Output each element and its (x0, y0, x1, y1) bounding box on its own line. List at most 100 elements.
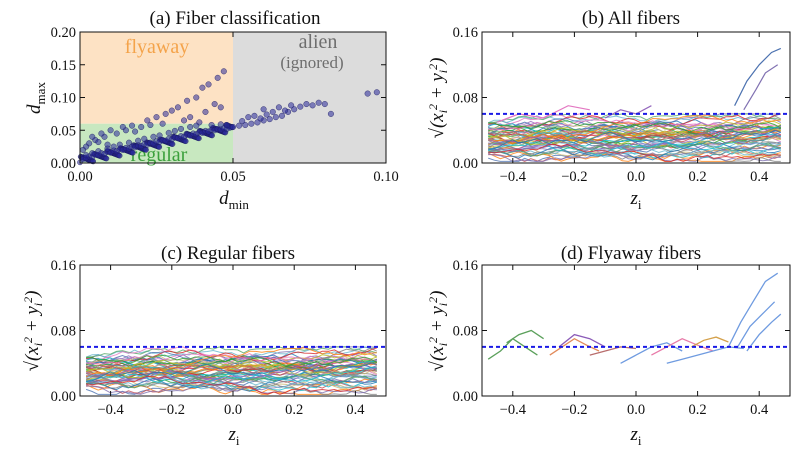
scatter-point (119, 123, 126, 130)
fiber-line (488, 128, 781, 145)
scatter-point (187, 114, 194, 121)
fiber-line (86, 362, 377, 382)
y-tick-label: 0.00 (51, 389, 76, 405)
flyaway-fiber-line (604, 105, 652, 119)
y-tick-label: 0.16 (453, 25, 478, 41)
scatter-point (254, 119, 261, 126)
panel-a: (a) Fiber classification flyaway regular… (24, 8, 399, 212)
panel-a-ticks: 0.00 0.05 0.10 0.00 0.05 0.10 0.15 0.20 (51, 25, 399, 185)
panel-c: (c) Regular fibers −0.4 −0.2 0.0 0.2 0.4 0.00… (21, 243, 387, 448)
scatter-point (272, 114, 279, 121)
scatter-point (309, 102, 316, 109)
panel-a-ylabel: dmax (24, 82, 48, 114)
scatter-point (177, 125, 184, 132)
flyaway-region (80, 32, 233, 124)
panel-d-frame (481, 264, 791, 397)
flyaway-fiber-line (746, 313, 782, 352)
fiber-line (85, 361, 377, 379)
panel-b-lines (487, 47, 782, 162)
flyaway-fiber-line (727, 272, 779, 348)
panel-d-lines (487, 272, 782, 364)
scatter-point (116, 141, 123, 148)
scatter-point (269, 108, 276, 115)
scatter-point (220, 68, 227, 75)
scatter-point (236, 122, 243, 129)
y-tick-label: 0.16 (453, 258, 478, 274)
scatter-point (187, 123, 194, 130)
scatter-point (196, 135, 202, 142)
panel-d: (d) Flyaway fibers −0.4 −0.2 0.0 0.2 0.4 0.00… (426, 243, 791, 448)
scatter-point (107, 127, 114, 134)
panel-b-xlabel: zi (629, 188, 641, 212)
scatter-point (248, 120, 255, 127)
scatter-point (132, 128, 139, 135)
panel-d-xlabel: zi (629, 424, 641, 448)
x-tick-label: −0.2 (561, 402, 587, 418)
panel-c-lines (85, 346, 378, 395)
alien-sublabel: (ignored) (280, 53, 343, 72)
flyaway-fiber-line (734, 47, 782, 106)
y-tick-label: 0.00 (453, 389, 478, 405)
scatter-point (209, 132, 215, 139)
scatter-point (168, 107, 175, 114)
fiber-line (86, 378, 377, 395)
scatter-point (242, 122, 249, 129)
x-tick-label: 0.00 (67, 169, 92, 185)
scatter-point (223, 122, 230, 129)
scatter-point (193, 122, 200, 129)
scatter-point (364, 90, 371, 97)
scatter-point (214, 74, 221, 81)
scatter-point (95, 148, 102, 155)
panel-d-ticks: −0.4 −0.2 0.0 0.2 0.4 0.00 0.08 0.16 (453, 258, 790, 418)
panel-a-xlabel: dmin (219, 188, 249, 212)
panel-d-title: (d) Flyaway fibers (561, 243, 701, 264)
scatter-point (303, 101, 310, 108)
scatter-point (116, 152, 123, 159)
y-tick-label: 0.10 (51, 91, 76, 107)
scatter-point (171, 127, 178, 134)
scatter-point (208, 122, 215, 129)
scatter-point (147, 122, 154, 129)
scatter-point (297, 103, 304, 110)
scatter-point (130, 149, 136, 156)
flyaway-fiber-line (589, 346, 637, 356)
fiber-line (86, 347, 377, 364)
panel-c-ylabel: √(xi2 + yi2) (21, 291, 45, 372)
scatter-point (165, 129, 172, 136)
fiber-line (488, 129, 781, 150)
scatter-point (162, 110, 169, 117)
scatter-point (260, 106, 267, 113)
scatter-point (291, 106, 298, 113)
flyaway-fiber-line (737, 301, 776, 348)
svg-text:√(xi2 + yi2): √(xi2 + yi2) (426, 58, 450, 139)
fiber-line (85, 366, 377, 388)
x-tick-label: −0.4 (500, 169, 527, 185)
panel-b-ylabel: √(xi2 + yi2) (426, 58, 450, 139)
fiber-line (488, 119, 781, 131)
scatter-point (89, 150, 96, 157)
flyaway-fiber-line (487, 337, 538, 360)
fiber-line (488, 140, 781, 161)
scatter-point (125, 139, 132, 146)
panel-b-title: (b) All fibers (582, 8, 680, 29)
alien-label: alien (299, 31, 338, 53)
panel-d-ylabel: √(xi2 + yi2) (426, 291, 450, 372)
x-tick-label: 0.2 (689, 169, 707, 185)
fiber-line (488, 120, 782, 133)
fiber-line (488, 120, 782, 140)
scatter-point (135, 137, 142, 144)
x-tick-label: 0.4 (750, 402, 769, 418)
scatter-point (113, 130, 120, 137)
scatter-point (217, 121, 224, 128)
scatter-point (239, 118, 246, 125)
scatter-point (275, 104, 282, 111)
fiber-line (85, 354, 378, 376)
scatter-point (141, 135, 148, 142)
x-tick-label: 0.4 (346, 402, 365, 418)
flyaway-fiber-line (506, 329, 544, 344)
panel-c-ticks: −0.4 −0.2 0.0 0.2 0.4 0.00 0.08 0.16 (51, 258, 386, 418)
flyaway-fiber-line (743, 64, 779, 111)
x-tick-label: −0.2 (159, 402, 185, 418)
scatter-point (202, 108, 209, 115)
